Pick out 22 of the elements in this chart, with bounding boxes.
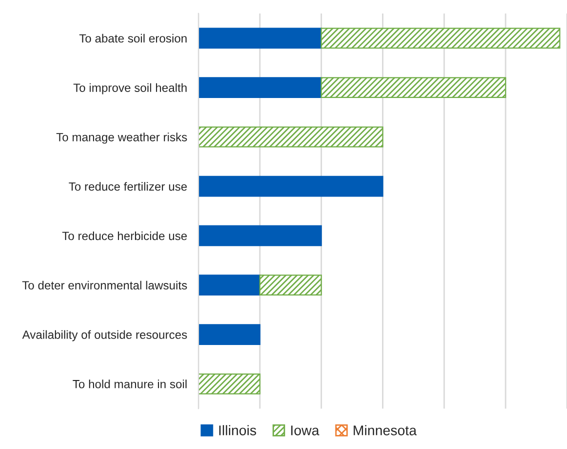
- bar: [198, 373, 260, 394]
- bar: [198, 77, 322, 98]
- y-tick-label: Availability of outside resources: [22, 330, 187, 342]
- y-tick-label: To hold manure in soil: [72, 380, 187, 388]
- y-tick-label: To improve soil health: [73, 83, 187, 94]
- y-tick-label: To abate soil erosion: [79, 34, 187, 43]
- bar: [320, 28, 560, 49]
- bar: [320, 77, 506, 98]
- legend-label: Iowa: [291, 426, 320, 436]
- y-tick-label: To reduce fertilizer use: [68, 182, 187, 191]
- y-tick-label: To manage weather risks: [56, 132, 187, 144]
- legend-label: Minnesota: [354, 425, 417, 436]
- legend-label: Illinois: [219, 425, 256, 436]
- bar: [198, 28, 322, 49]
- y-tick-label: To reduce herbicide use: [62, 231, 187, 240]
- bar: [198, 176, 384, 197]
- y-tick-label: To deter environmental lawsuits: [22, 280, 187, 290]
- bar: [259, 274, 322, 296]
- bar: [198, 225, 322, 246]
- bar: [198, 324, 260, 345]
- bar: [198, 274, 260, 296]
- bar: [198, 126, 384, 148]
